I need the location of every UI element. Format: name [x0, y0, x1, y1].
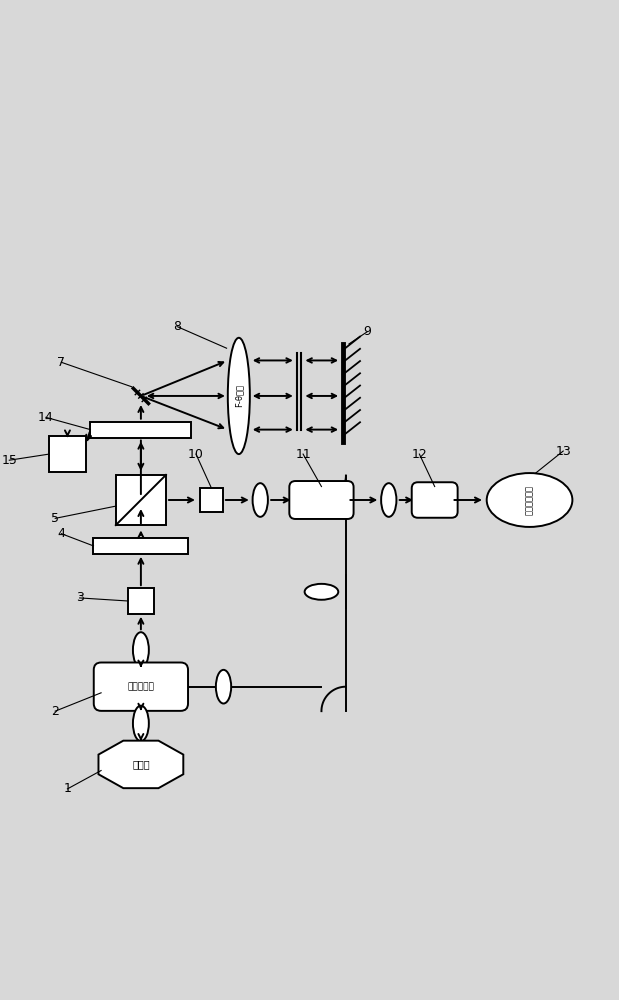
Text: 11: 11 — [295, 448, 311, 461]
Ellipse shape — [133, 632, 149, 668]
Ellipse shape — [487, 473, 573, 527]
Text: 1: 1 — [64, 782, 71, 795]
Text: 10: 10 — [188, 448, 204, 461]
Bar — [93, 538, 188, 554]
Bar — [90, 422, 191, 438]
Bar — [128, 588, 154, 614]
Text: 8: 8 — [173, 320, 181, 333]
Ellipse shape — [216, 670, 231, 704]
Text: 9: 9 — [363, 325, 371, 338]
Ellipse shape — [305, 584, 338, 600]
Text: 14: 14 — [38, 411, 54, 424]
Text: 15: 15 — [1, 454, 17, 467]
Text: 5: 5 — [51, 512, 59, 525]
Ellipse shape — [253, 483, 268, 517]
Text: 13: 13 — [555, 445, 571, 458]
Ellipse shape — [228, 338, 250, 454]
Text: 声光移频器: 声光移频器 — [128, 682, 154, 691]
Text: 3: 3 — [76, 591, 84, 604]
Text: 7: 7 — [58, 356, 66, 369]
FancyBboxPatch shape — [93, 663, 188, 711]
Text: 2: 2 — [51, 705, 59, 718]
Text: 信号处理系统: 信号处理系统 — [525, 485, 534, 515]
Ellipse shape — [381, 483, 396, 517]
Text: 激光器: 激光器 — [132, 759, 150, 769]
Bar — [116, 475, 166, 525]
Ellipse shape — [133, 706, 149, 741]
FancyBboxPatch shape — [289, 481, 353, 519]
Bar — [200, 488, 223, 512]
Text: 4: 4 — [58, 527, 65, 540]
Bar — [49, 436, 86, 472]
FancyBboxPatch shape — [412, 482, 457, 518]
Text: 12: 12 — [412, 448, 427, 461]
Polygon shape — [98, 741, 183, 788]
Text: F-θ透镜: F-θ透镜 — [235, 384, 243, 407]
